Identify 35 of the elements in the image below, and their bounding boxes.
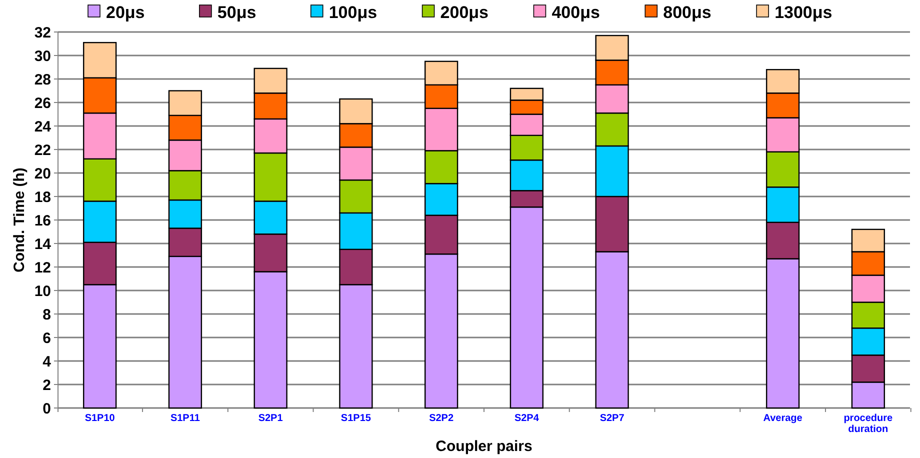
y-tick-label: 4 bbox=[42, 353, 52, 370]
y-tick-label: 22 bbox=[34, 142, 51, 159]
y-tick-label: 10 bbox=[34, 282, 51, 300]
y-tick-label: 6 bbox=[42, 330, 51, 347]
x-tick-label: S2P1 bbox=[258, 413, 284, 424]
legend-label: 800μs bbox=[663, 2, 712, 22]
x-tick-label: S2P7 bbox=[600, 413, 625, 424]
x-tick-label: S2P2 bbox=[429, 413, 454, 424]
legend-label: 200μs bbox=[440, 2, 489, 22]
x-axis-title: Coupler pairs bbox=[436, 438, 532, 455]
x-tick-label: S1P15 bbox=[340, 413, 372, 424]
y-tick-label: 16 bbox=[34, 212, 51, 230]
y-tick-label: 14 bbox=[34, 236, 52, 253]
y-tick-label: 8 bbox=[42, 306, 51, 324]
x-tick-label: procedure duration bbox=[844, 413, 894, 435]
y-tick-label: 24 bbox=[34, 118, 52, 136]
y-axis-title: Cond. Time (h) bbox=[11, 168, 28, 272]
y-tick-label: 30 bbox=[34, 48, 51, 65]
legend-label: 1300μs bbox=[774, 2, 832, 22]
legend-label: 100μs bbox=[328, 2, 378, 22]
y-tick-label: 26 bbox=[34, 94, 51, 112]
legend-label: 50μs bbox=[217, 2, 256, 22]
y-tick-label: 28 bbox=[34, 71, 51, 88]
legend-label: 20μs bbox=[106, 2, 145, 22]
y-tick-label: 18 bbox=[34, 188, 51, 206]
x-tick-label: Average bbox=[763, 413, 803, 424]
y-tick-label: 2 bbox=[42, 376, 51, 394]
x-tick-label: S1P11 bbox=[170, 413, 200, 424]
y-tick-label: 12 bbox=[34, 259, 51, 276]
x-tick-label: S1P10 bbox=[84, 413, 116, 424]
y-tick-label: 0 bbox=[42, 400, 51, 418]
y-tick-label: 20 bbox=[34, 165, 51, 182]
y-tick-label: 32 bbox=[34, 24, 51, 42]
legend-label: 400μs bbox=[552, 2, 600, 22]
x-tick-label: S2P4 bbox=[514, 413, 540, 424]
